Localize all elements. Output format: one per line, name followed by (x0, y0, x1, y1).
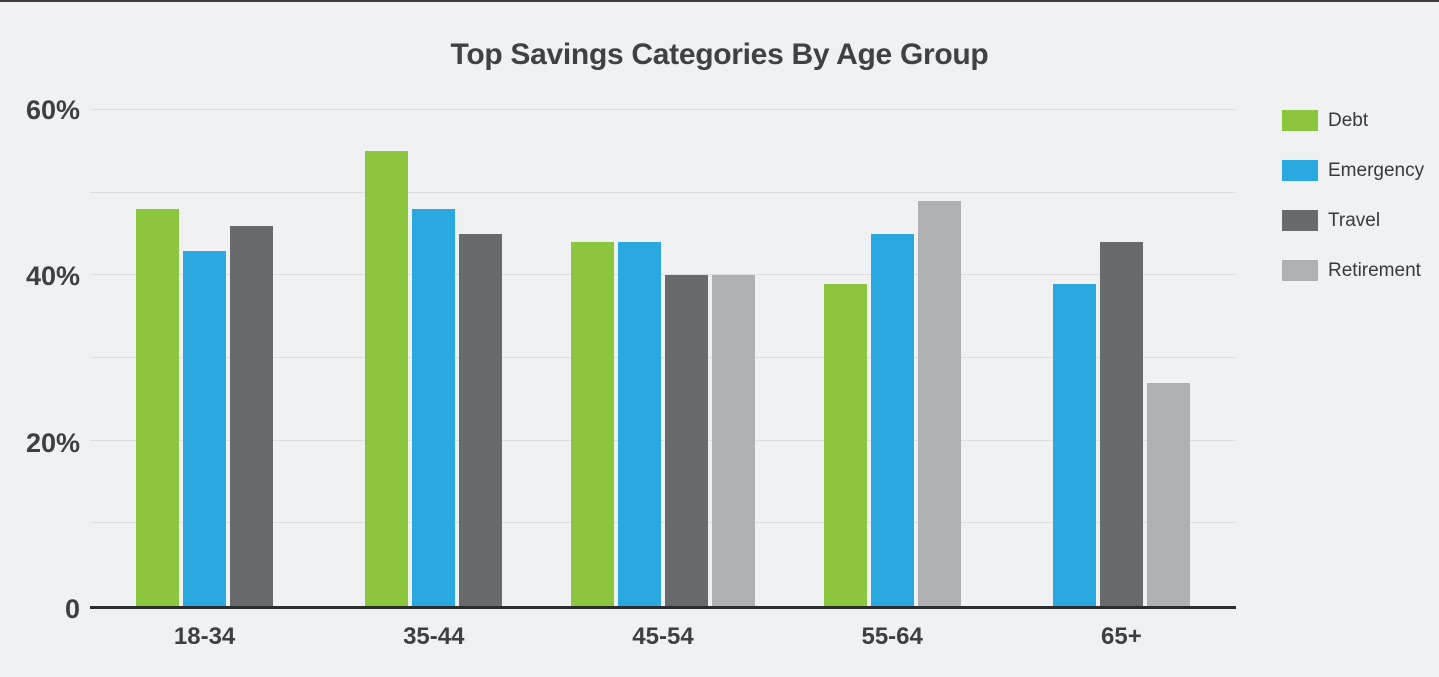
legend-label-retirement: Retirement (1328, 259, 1421, 281)
bar-emergency-65- (1052, 283, 1096, 606)
bar-group-35-44 (319, 110, 548, 606)
bar-travel-45-54 (664, 275, 708, 606)
legend-swatch-emergency (1282, 160, 1318, 181)
bar-emergency-18-34 (183, 250, 227, 606)
chart-title: Top Savings Categories By Age Group (450, 38, 989, 71)
gridline-60 (90, 109, 1236, 110)
bar-group-65- (1007, 110, 1236, 606)
y-axis-tick-60: 60% (25, 95, 80, 125)
bar-retirement-65- (1146, 382, 1190, 606)
gridline-30 (90, 357, 1236, 358)
bar-emergency-55-64 (870, 234, 914, 606)
legend-item-debt: Debt (1282, 110, 1424, 131)
x-axis-tick-35-44: 35-44 (403, 623, 465, 650)
bar-debt-55-64 (823, 283, 867, 606)
legend-label-travel: Travel (1328, 209, 1381, 231)
gridline-40 (90, 274, 1236, 276)
bar-debt-18-34 (136, 209, 180, 606)
x-axis-tick-55-64: 55-64 (861, 623, 923, 650)
x-axis: 18-34 35-44 45-54 55-64 65+ (90, 620, 1236, 654)
legend-label-debt: Debt (1328, 109, 1369, 131)
legend-item-travel: Travel (1282, 210, 1424, 231)
x-axis-tick-18-34: 18-34 (173, 623, 236, 650)
legend-item-emergency: Emergency (1282, 160, 1424, 181)
y-axis: 0 20% 40% 60% (0, 95, 80, 624)
bar-emergency-35-44 (412, 209, 456, 606)
gridline-50 (90, 191, 1236, 193)
bar-travel-18-34 (230, 225, 274, 606)
bar-retirement-45-54 (711, 275, 755, 606)
bar-debt-35-44 (365, 151, 409, 606)
bar-emergency-45-54 (617, 242, 661, 606)
legend-swatch-retirement (1282, 260, 1318, 281)
y-axis-tick-20: 20% (25, 427, 80, 458)
bar-group-55-64 (778, 110, 1007, 606)
legend-swatch-debt (1282, 110, 1318, 131)
bar-group-45-54 (548, 110, 777, 606)
legend-label-emergency: Emergency (1328, 159, 1425, 181)
gridline-10 (90, 522, 1236, 524)
x-axis-tick-65-: 65+ (1101, 623, 1142, 650)
window-top-edge (0, 0, 1439, 2)
legend-swatch-travel (1282, 210, 1318, 231)
bar-retirement-55-64 (917, 200, 961, 606)
bar-travel-35-44 (459, 234, 503, 606)
x-axis-tick-45-54: 45-54 (632, 623, 694, 650)
plot-area (90, 109, 1236, 609)
y-axis-tick-0: 0 (64, 594, 80, 624)
legend: Debt Emergency Travel Retirement (1282, 110, 1424, 310)
y-axis-tick-40: 40% (25, 261, 80, 292)
legend-item-retirement: Retirement (1282, 260, 1424, 281)
bar-travel-65- (1099, 242, 1143, 606)
bar-debt-45-54 (570, 242, 614, 606)
bar-group-18-34 (90, 110, 319, 606)
gridline-20 (90, 439, 1236, 441)
